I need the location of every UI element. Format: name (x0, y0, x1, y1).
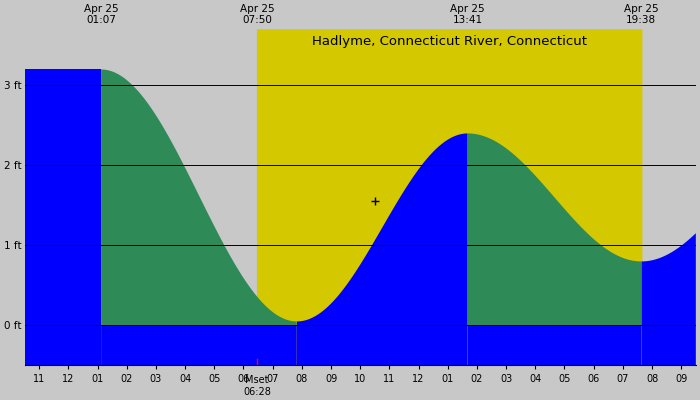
Text: Apr 25
01:07: Apr 25 01:07 (83, 4, 118, 26)
Text: Apr 25
13:41: Apr 25 13:41 (450, 4, 485, 26)
Text: Hadlyme, Connecticut River, Connecticut: Hadlyme, Connecticut River, Connecticut (312, 35, 587, 48)
Text: Apr 25
19:38: Apr 25 19:38 (624, 4, 659, 26)
Text: Apr 25
07:50: Apr 25 07:50 (240, 4, 274, 26)
Text: Mset
06:28: Mset 06:28 (243, 375, 271, 397)
